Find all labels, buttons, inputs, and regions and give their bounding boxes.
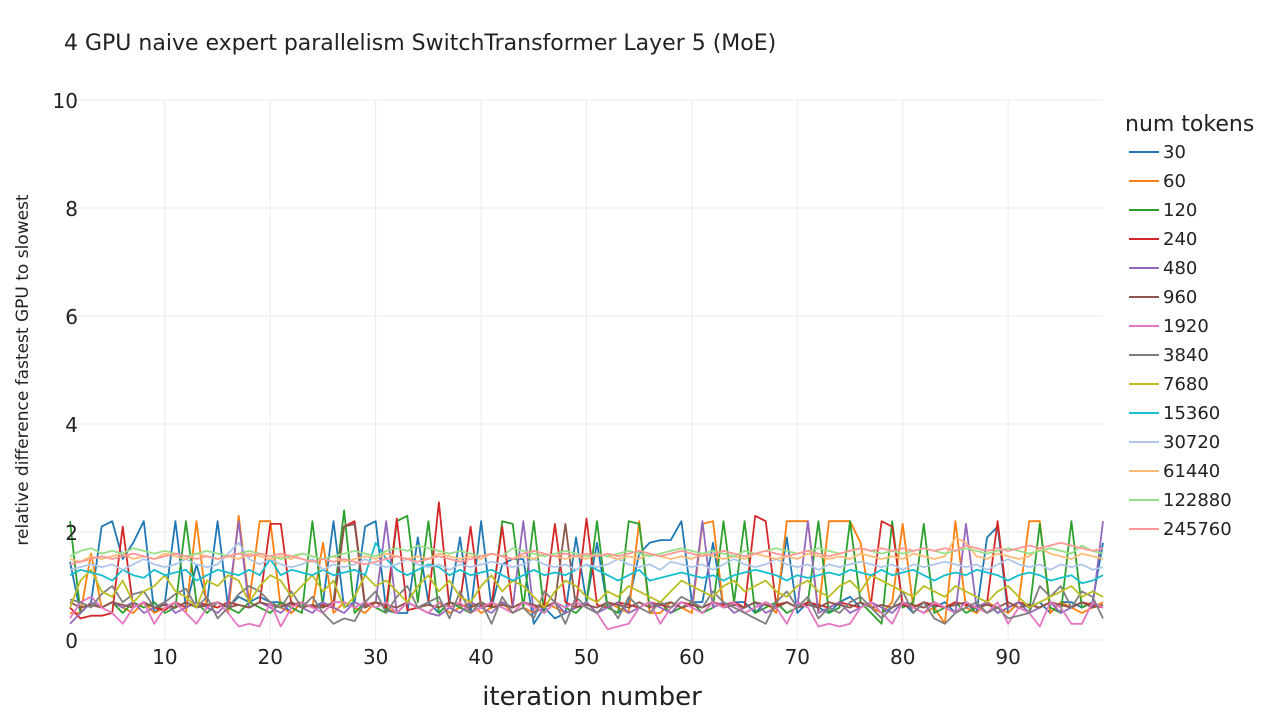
legend-item-1920[interactable]: 1920 (1129, 316, 1209, 337)
y-tick-label: 2 (65, 521, 78, 545)
legend-item-960[interactable]: 960 (1129, 287, 1197, 308)
legend-item-15360[interactable]: 15360 (1129, 403, 1220, 424)
y-axis-title: relative difference fastest GPU to slowe… (13, 194, 33, 546)
x-tick-label: 70 (785, 645, 810, 669)
legend-label: 61440 (1163, 461, 1220, 482)
x-axis-ticks: 10 20 30 40 50 60 70 80 90 (152, 645, 1021, 669)
series-line-3840 (69, 585, 1104, 625)
legend-label: 122880 (1163, 490, 1232, 511)
y-tick-label: 8 (65, 197, 78, 221)
legend-label: 7680 (1163, 374, 1209, 395)
x-axis-title: iteration number (482, 682, 702, 712)
legend-item-61440[interactable]: 61440 (1129, 461, 1220, 482)
x-tick-label: 80 (890, 645, 915, 669)
y-tick-label: 6 (65, 305, 78, 329)
plot-area (69, 501, 1104, 631)
legend-label: 480 (1163, 258, 1197, 279)
series-line-960 (69, 523, 1104, 609)
legend-label: 3840 (1163, 345, 1209, 366)
legend-item-240[interactable]: 240 (1129, 229, 1197, 250)
legend-label: 1920 (1163, 316, 1209, 337)
legend-label: 30 (1163, 142, 1186, 163)
legend[interactable]: num tokens 30 60 120 240 480 960 1920 3840 7680 1… (1125, 112, 1254, 540)
series-line-30720 (69, 541, 1104, 571)
legend-label: 30720 (1163, 432, 1220, 453)
chart-title: 4 GPU naive expert parallelism SwitchTra… (64, 31, 776, 56)
legend-label: 15360 (1163, 403, 1220, 424)
y-tick-label: 10 (53, 89, 78, 113)
legend-title: num tokens (1125, 112, 1254, 137)
x-tick-label: 60 (679, 645, 704, 669)
legend-item-30720[interactable]: 30720 (1129, 432, 1220, 453)
y-tick-label: 0 (65, 629, 78, 653)
legend-label: 960 (1163, 287, 1197, 308)
legend-item-120[interactable]: 120 (1129, 200, 1197, 221)
legend-item-480[interactable]: 480 (1129, 258, 1197, 279)
legend-label: 245760 (1163, 519, 1232, 540)
legend-label: 120 (1163, 200, 1197, 221)
legend-item-245760[interactable]: 245760 (1129, 519, 1232, 540)
grid-lines (70, 99, 1103, 641)
x-tick-label: 20 (258, 645, 283, 669)
legend-item-60[interactable]: 60 (1129, 171, 1186, 192)
legend-item-3840[interactable]: 3840 (1129, 345, 1209, 366)
legend-item-7680[interactable]: 7680 (1129, 374, 1209, 395)
legend-label: 240 (1163, 229, 1197, 250)
y-tick-label: 4 (65, 413, 78, 437)
legend-label: 60 (1163, 171, 1186, 192)
x-tick-label: 10 (152, 645, 177, 669)
series-line-61440 (69, 536, 1104, 563)
x-tick-label: 40 (468, 645, 493, 669)
series-line-7680 (69, 568, 1104, 609)
x-tick-label: 50 (574, 645, 599, 669)
legend-item-30[interactable]: 30 (1129, 142, 1186, 163)
series-line-245760 (69, 541, 1104, 566)
x-tick-label: 90 (995, 645, 1020, 669)
legend-item-122880[interactable]: 122880 (1129, 490, 1232, 511)
x-tick-label: 30 (363, 645, 388, 669)
y-axis-ticks: 0 2 4 6 8 10 (53, 89, 78, 653)
